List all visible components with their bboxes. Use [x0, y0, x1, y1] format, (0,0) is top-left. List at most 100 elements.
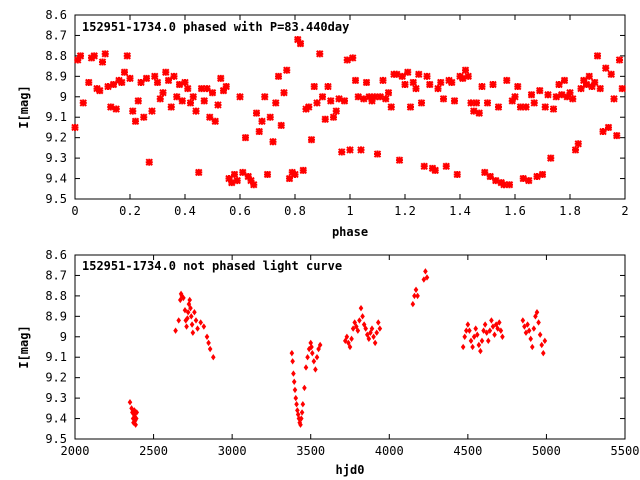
data-point: [536, 86, 544, 95]
data-point: [489, 80, 497, 89]
data-point: [434, 84, 442, 93]
data-point: [368, 97, 376, 105]
data-point: [361, 321, 367, 328]
data-point: [460, 343, 466, 351]
data-point: [462, 333, 468, 340]
data-point: [263, 170, 272, 179]
data-point: [211, 117, 219, 126]
data-point: [531, 325, 537, 332]
data-point: [327, 97, 335, 105]
data-point: [607, 70, 615, 78]
data-point: [484, 329, 490, 336]
y-axis-label: I[mag]: [17, 325, 31, 368]
x-tick-label: 4000: [375, 444, 404, 458]
data-point: [549, 105, 558, 113]
data-point: [133, 415, 139, 422]
data-point: [184, 84, 192, 93]
data-point: [294, 401, 299, 408]
data-point: [298, 421, 303, 428]
data-point: [577, 84, 585, 93]
data-point: [98, 58, 107, 66]
data-point: [409, 78, 417, 87]
data-point: [314, 354, 320, 361]
data-point: [203, 84, 211, 93]
data-point: [525, 321, 530, 328]
data-point: [292, 386, 298, 394]
data-point: [175, 80, 184, 89]
data-point: [120, 68, 129, 76]
data-point: [475, 109, 483, 117]
data-point: [266, 113, 274, 121]
data-point: [346, 146, 354, 154]
data-point: [529, 343, 535, 351]
x-tick-label: 2000: [61, 444, 90, 458]
y-tick-label: 9: [60, 90, 67, 104]
data-point: [492, 331, 497, 338]
data-point: [250, 180, 258, 189]
data-point: [177, 296, 183, 304]
data-point: [236, 93, 244, 101]
data-point: [190, 329, 196, 336]
data-point: [479, 337, 485, 345]
x-tick-label: 2500: [139, 444, 168, 458]
x-tick-label: 5000: [532, 444, 561, 458]
data-point: [354, 93, 362, 101]
data-point: [569, 95, 577, 103]
x-tick-label: 5500: [611, 444, 640, 458]
y-tick-label: 9.5: [45, 432, 67, 446]
data-point: [401, 80, 409, 89]
x-tick-label: 0.8: [284, 204, 306, 218]
data-point: [195, 325, 200, 332]
data-point: [496, 319, 502, 326]
data-point: [258, 117, 266, 126]
data-point: [239, 168, 247, 177]
data-point: [206, 339, 211, 347]
x-tick-label: 3500: [296, 444, 325, 458]
data-point: [483, 99, 492, 107]
data-point: [544, 91, 552, 99]
data-point: [159, 88, 167, 97]
y-tick-label: 8.9: [45, 309, 67, 323]
data-point: [369, 325, 375, 332]
data-point: [351, 76, 360, 85]
data-point: [280, 88, 288, 97]
data-point: [137, 78, 145, 87]
data-point: [467, 99, 475, 107]
data-point: [542, 337, 548, 345]
y-tick-label: 9: [60, 330, 67, 344]
data-point: [277, 121, 285, 130]
y-tick-label: 9.1: [45, 350, 67, 364]
y-axis-label: I[mag]: [17, 85, 31, 128]
data-point: [360, 95, 368, 103]
data-point: [293, 394, 299, 402]
data-point: [291, 370, 296, 377]
data-point: [349, 54, 357, 62]
data-point: [188, 304, 193, 312]
data-point: [132, 407, 137, 414]
data-point: [225, 174, 233, 183]
data-point: [189, 93, 197, 101]
data-point: [412, 292, 417, 300]
data-point: [186, 300, 192, 308]
y-tick-label: 8.7: [45, 28, 67, 42]
x-tick-label: 0: [71, 204, 78, 218]
data-point: [189, 321, 195, 328]
data-point: [184, 323, 189, 330]
data-point: [522, 323, 527, 330]
data-point: [476, 341, 482, 349]
data-point: [90, 52, 98, 60]
data-point: [489, 317, 494, 324]
data-point: [164, 76, 173, 85]
data-point: [487, 327, 493, 334]
data-point: [472, 99, 481, 107]
data-point: [387, 103, 395, 111]
x-tick-label: 2: [621, 204, 628, 218]
data-point: [241, 133, 250, 142]
data-point: [523, 329, 529, 336]
x-tick-label: 0.6: [229, 204, 251, 218]
data-point: [382, 95, 390, 103]
y-tick-label: 8.7: [45, 268, 67, 282]
data-point: [374, 329, 380, 336]
data-point: [582, 80, 591, 89]
x-tick-label: 0.4: [174, 204, 196, 218]
